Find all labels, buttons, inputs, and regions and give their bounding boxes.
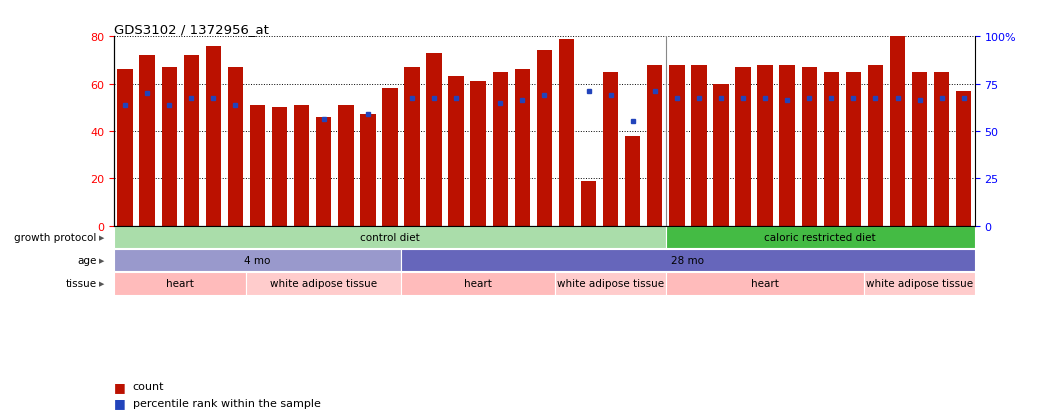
Bar — [360, 115, 375, 226]
Bar — [401, 249, 975, 272]
Bar — [692, 66, 706, 226]
Bar — [890, 37, 905, 226]
Bar — [537, 51, 552, 226]
Bar — [338, 106, 354, 226]
Text: count: count — [133, 381, 164, 391]
Text: ■: ■ — [114, 396, 125, 409]
Bar — [647, 66, 663, 226]
Text: ▶: ▶ — [99, 258, 104, 263]
Bar — [868, 66, 884, 226]
Text: heart: heart — [751, 279, 779, 289]
Text: white adipose tissue: white adipose tissue — [557, 279, 664, 289]
Bar — [114, 226, 666, 249]
Bar — [247, 273, 401, 295]
Text: control diet: control diet — [360, 233, 420, 242]
Bar — [602, 73, 618, 226]
Bar — [448, 77, 464, 226]
Bar — [471, 82, 486, 226]
Text: heart: heart — [465, 279, 493, 289]
Bar — [228, 68, 243, 226]
Bar — [316, 117, 332, 226]
Bar — [556, 273, 666, 295]
Text: white adipose tissue: white adipose tissue — [271, 279, 377, 289]
Bar — [117, 70, 133, 226]
Bar — [823, 73, 839, 226]
Bar — [581, 181, 596, 226]
Text: white adipose tissue: white adipose tissue — [866, 279, 973, 289]
Bar — [865, 273, 975, 295]
Bar — [912, 73, 927, 226]
Text: percentile rank within the sample: percentile rank within the sample — [133, 398, 320, 408]
Bar — [293, 106, 309, 226]
Bar — [666, 226, 975, 249]
Text: 28 mo: 28 mo — [671, 256, 704, 266]
Text: ■: ■ — [114, 380, 125, 393]
Text: GDS3102 / 1372956_at: GDS3102 / 1372956_at — [114, 23, 269, 36]
Bar — [493, 73, 508, 226]
Bar — [625, 136, 641, 226]
Bar — [184, 56, 199, 226]
Bar — [514, 70, 530, 226]
Bar — [114, 249, 401, 272]
Bar — [713, 84, 729, 226]
Bar — [272, 108, 287, 226]
Bar — [934, 73, 950, 226]
Bar — [757, 66, 773, 226]
Bar — [139, 56, 155, 226]
Bar — [735, 68, 751, 226]
Bar — [205, 47, 221, 226]
Bar — [426, 54, 442, 226]
Text: heart: heart — [166, 279, 194, 289]
Text: 4 mo: 4 mo — [245, 256, 271, 266]
Bar — [401, 273, 556, 295]
Text: tissue: tissue — [65, 279, 96, 289]
Bar — [162, 68, 177, 226]
Bar — [845, 73, 861, 226]
Bar — [802, 68, 817, 226]
Bar — [780, 66, 795, 226]
Text: ▶: ▶ — [99, 281, 104, 287]
Bar — [559, 40, 574, 226]
Bar — [956, 91, 972, 226]
Bar — [250, 106, 265, 226]
Bar — [669, 66, 684, 226]
Bar — [666, 273, 865, 295]
Bar — [383, 89, 397, 226]
Bar — [114, 273, 247, 295]
Text: caloric restricted diet: caloric restricted diet — [764, 233, 876, 242]
Text: ▶: ▶ — [99, 235, 104, 241]
Bar — [404, 68, 420, 226]
Text: growth protocol: growth protocol — [15, 233, 96, 242]
Text: age: age — [77, 256, 96, 266]
